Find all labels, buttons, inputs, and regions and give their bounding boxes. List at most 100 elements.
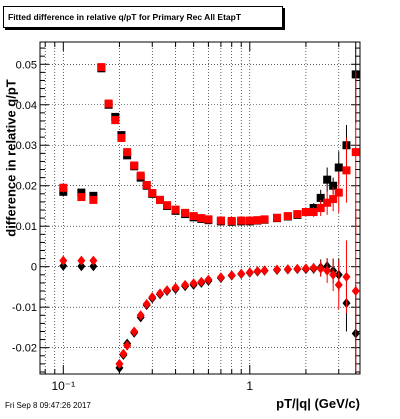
data-point-square: [204, 215, 213, 224]
data-point-diamond: [189, 278, 198, 289]
data-point-diamond: [136, 310, 145, 321]
x-tick-label: 1: [246, 379, 253, 393]
data-point-diamond: [323, 265, 332, 276]
data-point-diamond: [351, 286, 360, 296]
data-point-square: [237, 216, 246, 225]
data-point-diamond: [204, 274, 213, 285]
y-tick-label: 0.04: [16, 100, 37, 112]
y-axis-label-text: difference in relative q/pT: [3, 78, 19, 237]
data-point-square: [136, 171, 145, 180]
data-point-diamond: [237, 268, 246, 279]
axes: -0.02 -0.01 0 0.01 0.02 0.03 0.04 0.05 10⁻¹ 1: [12, 42, 360, 393]
data-points: [59, 42, 360, 374]
data-point-diamond: [163, 285, 172, 296]
data-point-diamond: [77, 261, 86, 272]
x-tick-label: 10⁻¹: [51, 379, 75, 393]
data-point-square: [283, 212, 292, 221]
data-point-diamond: [283, 264, 292, 275]
data-point-diamond: [142, 298, 151, 309]
data-point-square: [142, 180, 151, 189]
data-point-diamond: [77, 255, 86, 266]
data-point-square: [253, 216, 262, 225]
plot-frame: [39, 41, 361, 375]
data-point-diamond: [197, 276, 206, 287]
data-point-square: [316, 193, 325, 202]
y-tick-label: 0.02: [16, 181, 37, 193]
data-point-square: [171, 205, 180, 214]
data-point-diamond: [260, 265, 269, 276]
data-point-square: [316, 204, 325, 212]
y-tick-label: 0: [31, 262, 37, 274]
data-point-square: [189, 212, 198, 221]
data-point-square: [111, 116, 120, 125]
data-point-diamond: [329, 269, 338, 280]
data-point-square: [329, 195, 338, 204]
data-point-square: [323, 175, 332, 184]
data-point-square: [77, 188, 86, 197]
data-point-square: [123, 148, 132, 157]
data-point-diamond: [130, 326, 139, 337]
series-3: [59, 210, 360, 372]
data-point-square: [323, 198, 332, 207]
data-point-diamond: [273, 264, 282, 275]
data-point-square: [329, 181, 338, 190]
data-point-square: [309, 208, 318, 217]
data-point-square: [216, 216, 225, 225]
y-tick-label: 0.03: [16, 140, 37, 152]
data-point-square: [148, 189, 157, 198]
data-point-square: [334, 188, 343, 197]
data-point-diamond: [123, 340, 132, 351]
series-1: [59, 63, 360, 234]
data-point-square: [301, 208, 310, 217]
y-tick-label: 0.01: [16, 221, 37, 233]
data-point-diamond: [253, 266, 262, 277]
data-point-diamond: [334, 279, 343, 290]
data-point-square: [197, 214, 206, 223]
data-point-square: [245, 216, 254, 225]
data-point-square: [273, 213, 282, 222]
data-point-square: [89, 195, 98, 204]
series-2: [59, 258, 360, 374]
data-point-diamond: [309, 262, 318, 273]
data-point-square: [130, 161, 139, 170]
data-point-square: [77, 193, 86, 202]
data-point-square: [260, 215, 269, 224]
data-point-square: [97, 63, 106, 72]
timestamp-footer: Fri Sep 8 09:47:26 2017: [5, 401, 91, 410]
data-point-diamond: [181, 279, 190, 290]
y-tick-label: -0.02: [12, 343, 37, 355]
data-point-square: [59, 183, 68, 192]
data-point-square: [227, 216, 236, 225]
data-point-diamond: [119, 348, 128, 359]
data-point-diamond: [59, 255, 68, 266]
data-point-diamond: [293, 263, 302, 274]
y-axis-label: difference in relative q/pT: [2, 40, 20, 275]
data-point-diamond: [89, 255, 98, 266]
y-tick-label: 0.05: [16, 59, 37, 71]
data-point-square: [104, 99, 113, 108]
data-point-diamond: [89, 261, 98, 272]
grid-lines: [40, 42, 360, 374]
y-tick-label: -0.01: [12, 302, 37, 314]
data-point-diamond: [216, 272, 225, 283]
data-point-diamond: [155, 288, 164, 299]
data-point-square: [163, 201, 172, 210]
data-point-diamond: [316, 263, 325, 274]
data-point-square: [293, 210, 302, 219]
data-point-diamond: [245, 267, 254, 278]
data-point-diamond: [115, 358, 124, 369]
data-point-diamond: [342, 271, 351, 282]
data-point-square: [181, 208, 190, 217]
data-point-square: [155, 195, 164, 204]
data-point-diamond: [301, 263, 310, 274]
data-point-square: [89, 191, 98, 200]
data-point-diamond: [59, 260, 68, 271]
chart-title: Fitted difference in relative q/pT for P…: [3, 6, 283, 28]
data-point-diamond: [171, 282, 180, 293]
data-point-square: [342, 166, 351, 175]
data-point-diamond: [227, 270, 236, 281]
data-point-diamond: [148, 292, 157, 303]
data-point-square: [351, 148, 360, 157]
